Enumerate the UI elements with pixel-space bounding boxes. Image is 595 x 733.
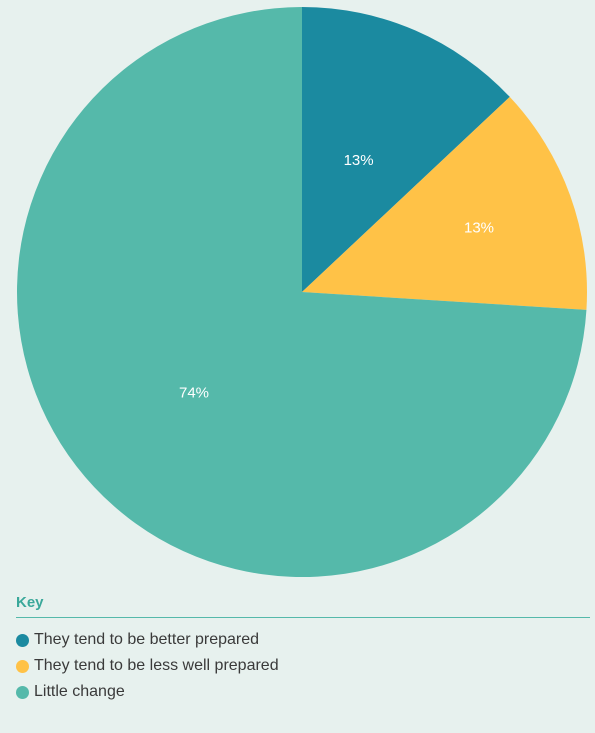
legend-item-less-prepared: They tend to be less well prepared bbox=[16, 653, 590, 679]
legend: Key They tend to be better prepared They… bbox=[16, 594, 590, 705]
legend-swatch-better-prepared bbox=[16, 633, 29, 647]
legend-item-little-change: Little change bbox=[16, 679, 590, 705]
pie-label-less-prepared: 13% bbox=[464, 219, 494, 236]
pie-slice-better-prepared bbox=[302, 6, 510, 292]
legend-label-better-prepared: They tend to be better prepared bbox=[34, 631, 260, 648]
pie-label-little-change: 74% bbox=[179, 384, 209, 401]
pie-slice-less-prepared bbox=[302, 96, 588, 310]
legend-label-less-prepared: They tend to be less well prepared bbox=[34, 657, 279, 674]
legend-item-better-prepared: They tend to be better prepared bbox=[16, 627, 590, 653]
pie-label-better-prepared: 13% bbox=[344, 152, 374, 169]
pie-chart: 13% 13% 74% bbox=[17, 6, 588, 578]
legend-label-little-change: Little change bbox=[34, 683, 125, 700]
legend-swatch-less-prepared bbox=[16, 659, 29, 673]
legend-swatch-little-change bbox=[16, 685, 29, 699]
legend-title: Key bbox=[16, 594, 590, 618]
pie-slice-little-change bbox=[17, 7, 587, 578]
